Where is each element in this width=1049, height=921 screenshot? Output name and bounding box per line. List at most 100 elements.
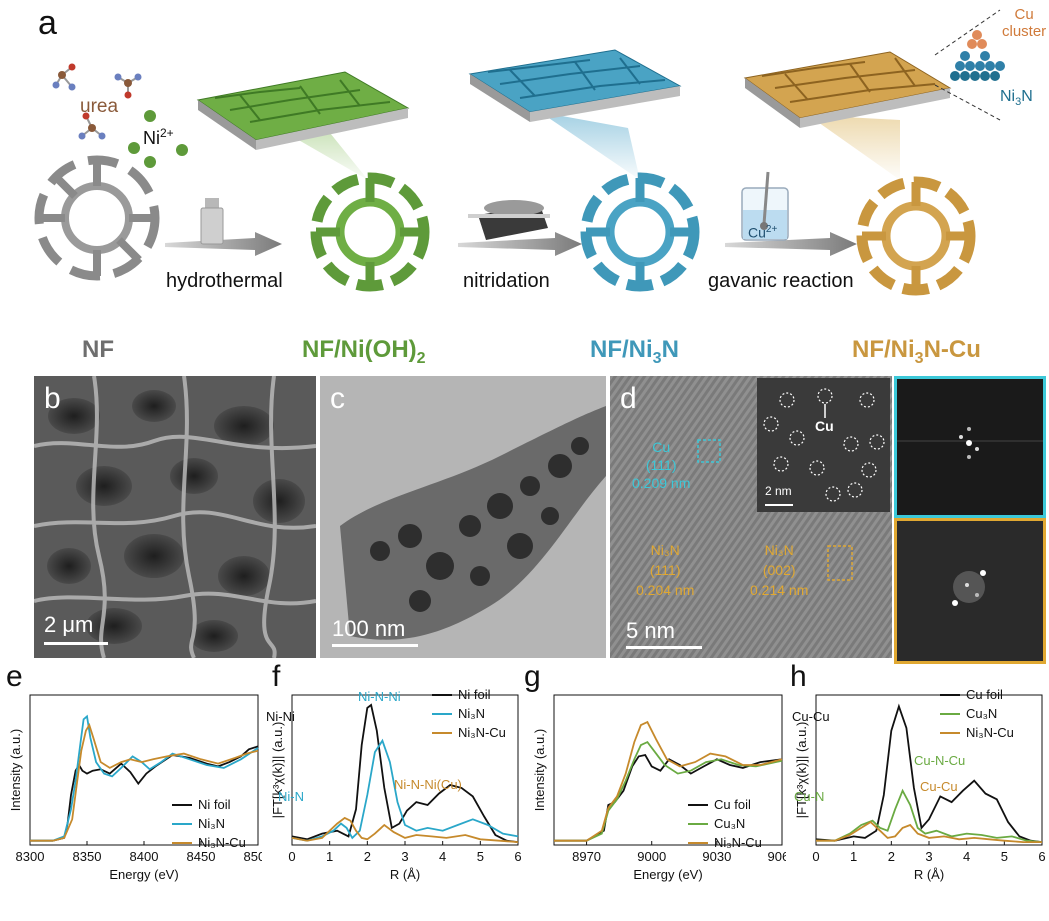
fft-ni3n (894, 518, 1046, 664)
panel-d-scale-bar (626, 646, 702, 649)
hrtem-inset: Cu 2 nm (757, 378, 890, 512)
series-line-2 (554, 720, 783, 842)
x-tick-label: 1 (326, 849, 333, 864)
panel-f-letter: f (272, 660, 281, 693)
x-tick-label: 5 (1001, 849, 1008, 864)
label-nf-ni3n-cu: NF/Ni3N-Cu (852, 336, 981, 367)
legend-entry-0: Cu foil (966, 687, 1003, 702)
x-axis-label: Energy (eV) (633, 867, 702, 882)
label-nf-ni-oh2: NF/Ni(OH)2 (302, 336, 426, 367)
series-line-2 (816, 820, 1042, 844)
y-axis-label: Intensity (a.u.) (532, 729, 547, 811)
process-arrow-3 (725, 232, 857, 256)
series-line-2 (291, 816, 519, 843)
peak-annotation-3: Ni-N-Ni(Cu) (394, 777, 462, 792)
y-axis-label: |FT[k³χ(k)]| (a.u.) (270, 722, 285, 819)
x-axis-label: Energy (eV) (109, 867, 178, 882)
series-line-0 (554, 753, 783, 842)
x-tick-label: 0 (288, 849, 295, 864)
synthesis-schematic (34, 9, 1005, 296)
ni-ion-label: Ni2+ (143, 126, 174, 148)
plot-frame (553, 694, 783, 846)
zoom-beam-blue (540, 112, 640, 180)
peak-annotation-1: Cu-N-Cu (914, 753, 965, 768)
peak-annotation-2: Ni-N (278, 789, 304, 804)
panel-c-scale-bar (332, 644, 418, 647)
tube-furnace-icon (468, 200, 550, 240)
cu-cluster-label: Cu cluster (1002, 6, 1047, 40)
x-tick-label: 0 (812, 849, 819, 864)
legend-entry-2: Ni₃N-Cu (714, 835, 762, 850)
sheet-ni-oh2 (196, 71, 410, 150)
panel-b-letter: b (44, 382, 61, 415)
chart-g-xanes-cu: 8970 9000 9030 9060 Energy (eV) Intensity (a.… (532, 694, 786, 882)
nickel-foam-icon (34, 155, 160, 281)
series-line-1 (816, 788, 1043, 843)
sheet-ni3n (468, 49, 682, 122)
x-tick-label: 9030 (702, 849, 731, 864)
hrtem-image: d Cu (111) 0.209 nm Ni₃N (111) 0.204 nm Ni₃N… (610, 376, 892, 658)
x-tick-label: 3 (925, 849, 932, 864)
ni3n-plane-1-annotation: Ni₃N (111) 0.204 nm (636, 542, 695, 598)
peak-annotation-1: Ni-N-Ni (358, 689, 401, 704)
sem-image: b 2 μm (34, 376, 316, 658)
legend-entry-0: Ni foil (198, 797, 231, 812)
panel-c-scale-label: 100 nm (332, 616, 406, 641)
series-line-1 (291, 738, 519, 842)
series-line-1 (30, 714, 259, 842)
label-nf: NF (82, 336, 114, 363)
x-tick-label: 5 (477, 849, 484, 864)
ni3n-side-label: Ni3N (1000, 88, 1033, 109)
urea-label: urea (80, 96, 119, 117)
panel-d-scale-label: 5 nm (626, 618, 675, 643)
panel-b-scale-bar (44, 642, 108, 645)
series-line-1 (554, 740, 783, 842)
cu-cluster-icon (950, 30, 1005, 81)
peak-annotation-0: Cu-Cu (792, 709, 830, 724)
x-tick-label: 6 (1038, 849, 1045, 864)
legend-entry-0: Cu foil (714, 797, 751, 812)
x-tick-label: 8970 (572, 849, 601, 864)
label-nf-ni3n: NF/Ni3N (590, 336, 679, 367)
tem-image: c 100 nm (320, 376, 606, 658)
foam-ni3n-cu-icon (856, 176, 976, 296)
fft-cu (894, 376, 1046, 518)
legend-entry-2: Ni₃N-Cu (966, 725, 1014, 740)
chart-e-xanes-ni: 8300 8350 8400 8450 8500 Energy (eV) Intensity… (8, 694, 262, 882)
peak-annotation-3: Cu-Cu (920, 779, 958, 794)
autoclave-icon (200, 198, 224, 245)
panel-g-letter: g (524, 660, 541, 693)
inset-scale-label: 2 nm (765, 484, 792, 498)
x-tick-label: 8500 (244, 849, 262, 864)
x-tick-label: 2 (364, 849, 371, 864)
step-nitridation: nitridation (463, 270, 550, 292)
x-tick-label: 1 (850, 849, 857, 864)
chart-f-exafs-ni: 0 1 2 3 4 5 6 R (Å) |FT[k³χ(k)]| (a.u.) Ni foil Ni… (266, 687, 522, 882)
ni-ion-icon (128, 110, 188, 168)
peak-annotation-2: Cu-N (794, 789, 824, 804)
chart-h-exafs-cu: 0 1 2 3 4 5 6 R (Å) |FT[k³χ(k)]| (a.u.) Cu foil Cu… (792, 687, 1046, 882)
series-line-0 (291, 703, 519, 843)
x-tick-label: 4 (963, 849, 970, 864)
x-tick-label: 8300 (16, 849, 45, 864)
y-axis-label: Intensity (a.u.) (8, 729, 23, 811)
legend-entry-2: Ni₃N-Cu (198, 835, 246, 850)
series-line-2 (30, 722, 259, 842)
legend-entry-1: Ni₃N (198, 816, 225, 831)
beaker-icon (741, 171, 789, 241)
x-axis-label: R (Å) (390, 867, 420, 882)
cu-marker-label: Cu (815, 418, 834, 434)
urea-molecule-icon (52, 63, 142, 140)
panel-h-letter: h (790, 660, 807, 693)
step-hydrothermal: hydrothermal (166, 270, 283, 292)
panel-d-letter: d (620, 382, 637, 415)
peak-annotation-0: Ni-Ni (266, 709, 295, 724)
process-arrow-1 (165, 232, 282, 256)
x-tick-label: 8350 (73, 849, 102, 864)
legend-entry-1: Cu₃N (714, 816, 745, 831)
legend-entry-1: Ni₃N (458, 706, 485, 721)
x-tick-label: 2 (888, 849, 895, 864)
cu-ion-label: Cu2+ (748, 224, 778, 241)
x-tick-label: 8400 (130, 849, 159, 864)
foam-ni3n-icon (580, 172, 700, 292)
